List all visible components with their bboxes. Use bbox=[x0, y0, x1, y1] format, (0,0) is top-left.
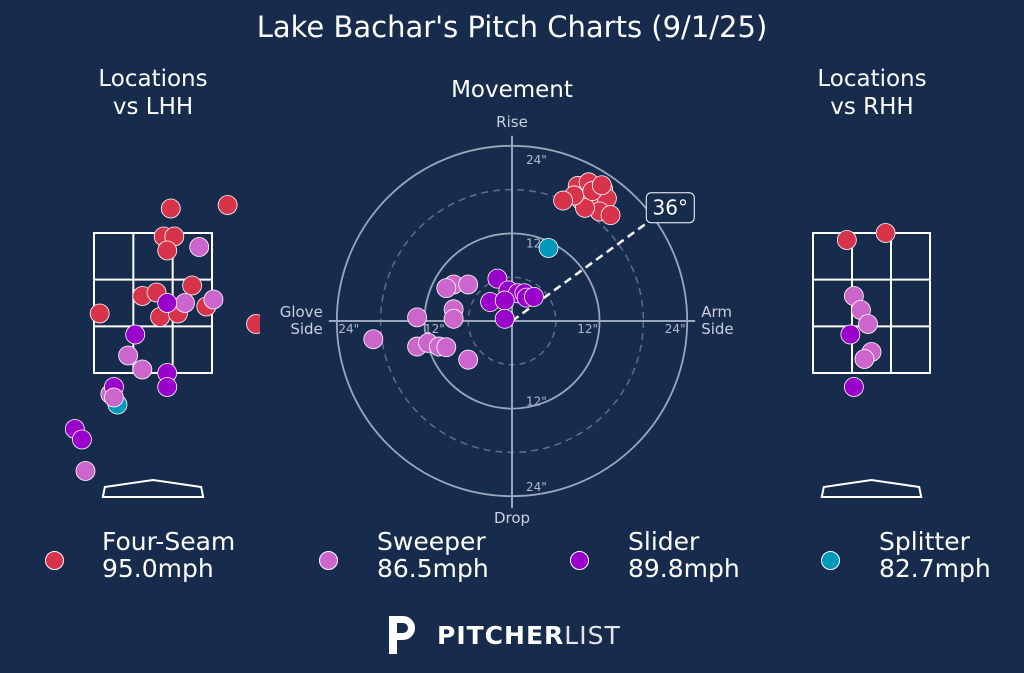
location-point-slider bbox=[157, 293, 178, 313]
sweeper-swatch bbox=[319, 551, 338, 570]
movement-point-sweeper bbox=[363, 329, 384, 350]
movement-point-sweeper bbox=[436, 278, 457, 299]
location-point-sweeper bbox=[104, 387, 124, 408]
lhh-title-line1: Locations bbox=[98, 66, 208, 92]
location-point-sweeper bbox=[118, 345, 139, 366]
location-point-four-seam bbox=[157, 240, 178, 261]
location-point-sweeper bbox=[854, 349, 875, 369]
ring-label: 24" bbox=[665, 322, 686, 336]
arm-angle-box bbox=[645, 192, 695, 224]
location-point-four-seam bbox=[182, 275, 202, 296]
movement-point-sweeper bbox=[458, 274, 479, 295]
movement-point-four-seam bbox=[600, 205, 621, 226]
location-point-slider bbox=[157, 377, 178, 397]
location-point-slider bbox=[125, 324, 146, 345]
home-plate bbox=[820, 478, 923, 498]
location-point-four-seam bbox=[217, 195, 238, 215]
legend-label-four-seam: Four-Seam 95.0mph bbox=[102, 528, 235, 582]
location-point-sweeper bbox=[75, 461, 96, 481]
movement-point-sweeper bbox=[407, 307, 428, 328]
rhh-title-line2: vs RHH bbox=[830, 94, 914, 120]
logo-thin-text: LIST bbox=[564, 621, 621, 650]
pitcherlist-wordmark: PITCHERLIST bbox=[437, 621, 621, 650]
axis-label-glove-side: Side bbox=[290, 320, 322, 338]
legend-pitch-name: Four-Seam bbox=[102, 527, 236, 556]
location-point-four-seam bbox=[836, 230, 857, 250]
axis-label-glove-side: Glove bbox=[280, 303, 323, 321]
location-points bbox=[836, 223, 896, 397]
ring-label: 24" bbox=[338, 322, 359, 336]
movement-point-four-seam bbox=[553, 190, 573, 211]
legend-label-splitter: Splitter 82.7mph bbox=[879, 528, 991, 582]
arm-angle-label: 36° bbox=[653, 196, 688, 220]
pitcherlist-p-icon bbox=[389, 616, 415, 654]
rhh-title-line1: Locations bbox=[817, 66, 927, 92]
ring-label: 12" bbox=[424, 322, 445, 336]
axis-label-arm-side: Side bbox=[701, 320, 733, 338]
rhh-panel-title: Locations vs RHH bbox=[782, 65, 962, 121]
location-point-slider bbox=[843, 377, 864, 397]
legend-pitch-name: Sweeper bbox=[377, 527, 486, 556]
rhh-location-chart bbox=[812, 223, 931, 498]
movement-point-slider bbox=[494, 308, 515, 329]
strike-zone bbox=[812, 232, 931, 374]
legend-pitch-velo: 89.8mph bbox=[628, 554, 740, 583]
legend-pitch-velo: 95.0mph bbox=[102, 554, 214, 583]
movement-panel-title: Movement bbox=[451, 77, 573, 103]
slider-swatch bbox=[570, 551, 589, 570]
movement-point-four-seam bbox=[591, 175, 612, 196]
location-point-four-seam bbox=[160, 198, 181, 219]
legend-pitch-velo: 82.7mph bbox=[879, 554, 991, 583]
movement-chart: 24"12"12"24"24" 12" 12" 24"RiseDropGloveSid… bbox=[280, 113, 734, 527]
legend-pitch-velo: 86.5mph bbox=[377, 554, 489, 583]
movement-point-sweeper bbox=[436, 337, 457, 358]
axis-label-rise: Rise bbox=[496, 113, 528, 131]
splitter-swatch bbox=[821, 551, 840, 570]
chart-title: Lake Bachar's Pitch Charts (9/1/25) bbox=[256, 10, 768, 44]
movement-point-slider bbox=[494, 290, 515, 311]
home-plate bbox=[101, 478, 205, 498]
ring-label: 24" bbox=[526, 480, 547, 494]
ring-label: 12" bbox=[526, 395, 547, 409]
ring-label: 12" bbox=[577, 322, 598, 336]
location-point-sweeper bbox=[203, 289, 224, 310]
logo-bold-text: PITCHER bbox=[437, 621, 565, 650]
location-point-sweeper bbox=[132, 359, 153, 380]
axis-label-arm-side: Arm bbox=[701, 303, 732, 321]
movement-point-splitter bbox=[538, 238, 559, 258]
lhh-title-line2: vs LHH bbox=[112, 94, 194, 120]
legend-pitch-name: Splitter bbox=[879, 527, 970, 556]
legend-label-sweeper: Sweeper 86.5mph bbox=[377, 528, 489, 582]
location-point-four-seam bbox=[89, 303, 110, 324]
lhh-panel-title: Locations vs LHH bbox=[63, 65, 243, 121]
legend-pitch-name: Slider bbox=[628, 527, 700, 556]
lhh-location-chart bbox=[64, 195, 260, 498]
ring-label: 24" bbox=[526, 153, 547, 167]
location-point-slider bbox=[72, 429, 92, 450]
movement-point-slider bbox=[524, 287, 544, 307]
movement-point-sweeper bbox=[443, 308, 464, 329]
location-points bbox=[64, 195, 260, 481]
legend-label-slider: Slider 89.8mph bbox=[628, 528, 740, 582]
movement-point-sweeper bbox=[458, 349, 479, 370]
location-point-sweeper bbox=[175, 293, 195, 313]
location-point-sweeper bbox=[858, 314, 878, 334]
location-point-sweeper bbox=[189, 237, 210, 257]
location-point-four-seam bbox=[246, 314, 260, 334]
four-seam-swatch bbox=[45, 551, 64, 570]
location-point-four-seam bbox=[875, 223, 896, 243]
location-point-slider bbox=[840, 324, 861, 345]
axis-label-drop: Drop bbox=[494, 509, 530, 527]
